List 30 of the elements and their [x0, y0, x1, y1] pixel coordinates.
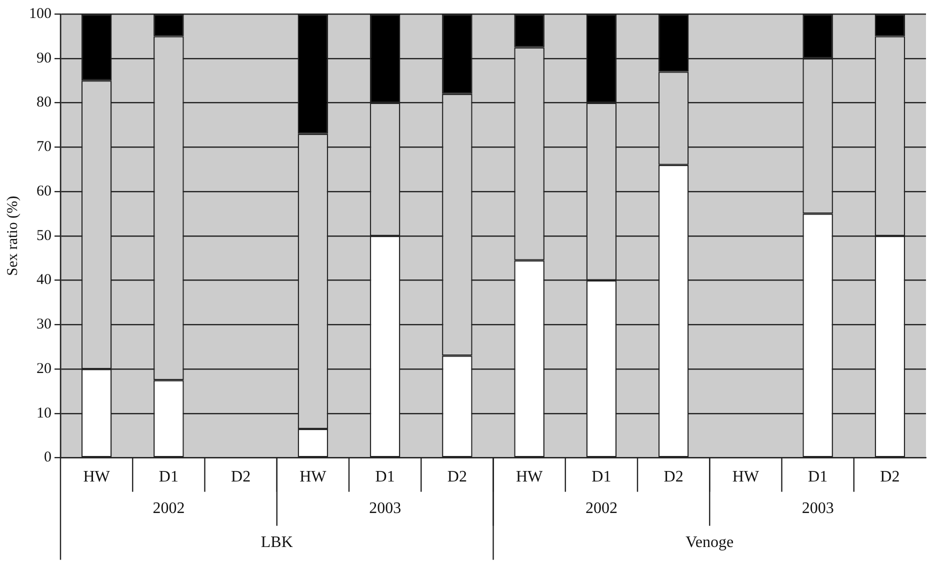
y-axis-title: Sex ratio (%)	[4, 196, 21, 276]
x-tick-label: HW	[516, 468, 544, 486]
y-tick-label: 30	[36, 316, 52, 333]
x-tick-label: HW	[83, 468, 111, 486]
x-tick-label: D1	[592, 468, 612, 486]
text: 2003	[802, 500, 834, 518]
text: 2003	[369, 500, 402, 518]
text: LBK	[260, 534, 294, 552]
y-tick-label: 10	[36, 405, 52, 422]
y-tick-label: 0	[44, 450, 52, 466]
x-tick-label: D2	[664, 468, 684, 486]
x-tick-label: D1	[158, 468, 178, 486]
y-tick-label: 20	[36, 360, 52, 377]
x-tick-label: D1	[375, 468, 395, 486]
y-tick-label: 40	[36, 272, 52, 288]
text: 2002	[585, 500, 618, 518]
y-tick-label: 80	[36, 94, 52, 111]
text: 2002	[152, 500, 185, 518]
x-tick-label: HW	[300, 468, 328, 486]
x-tick-label: D2	[231, 468, 251, 486]
y-tick-label: 50	[36, 228, 52, 244]
y-tick-label: 60	[36, 183, 52, 200]
x-tick-label: D1	[808, 468, 828, 486]
y-tick-label: 90	[36, 50, 52, 66]
x-tick-label: D2	[880, 468, 900, 486]
x-tick-label: D2	[447, 468, 467, 486]
y-tick-label: 70	[36, 139, 52, 156]
text: Venoge	[686, 534, 734, 552]
x-tick-label: HW	[732, 468, 760, 486]
y-tick-label: 100	[29, 6, 52, 22]
